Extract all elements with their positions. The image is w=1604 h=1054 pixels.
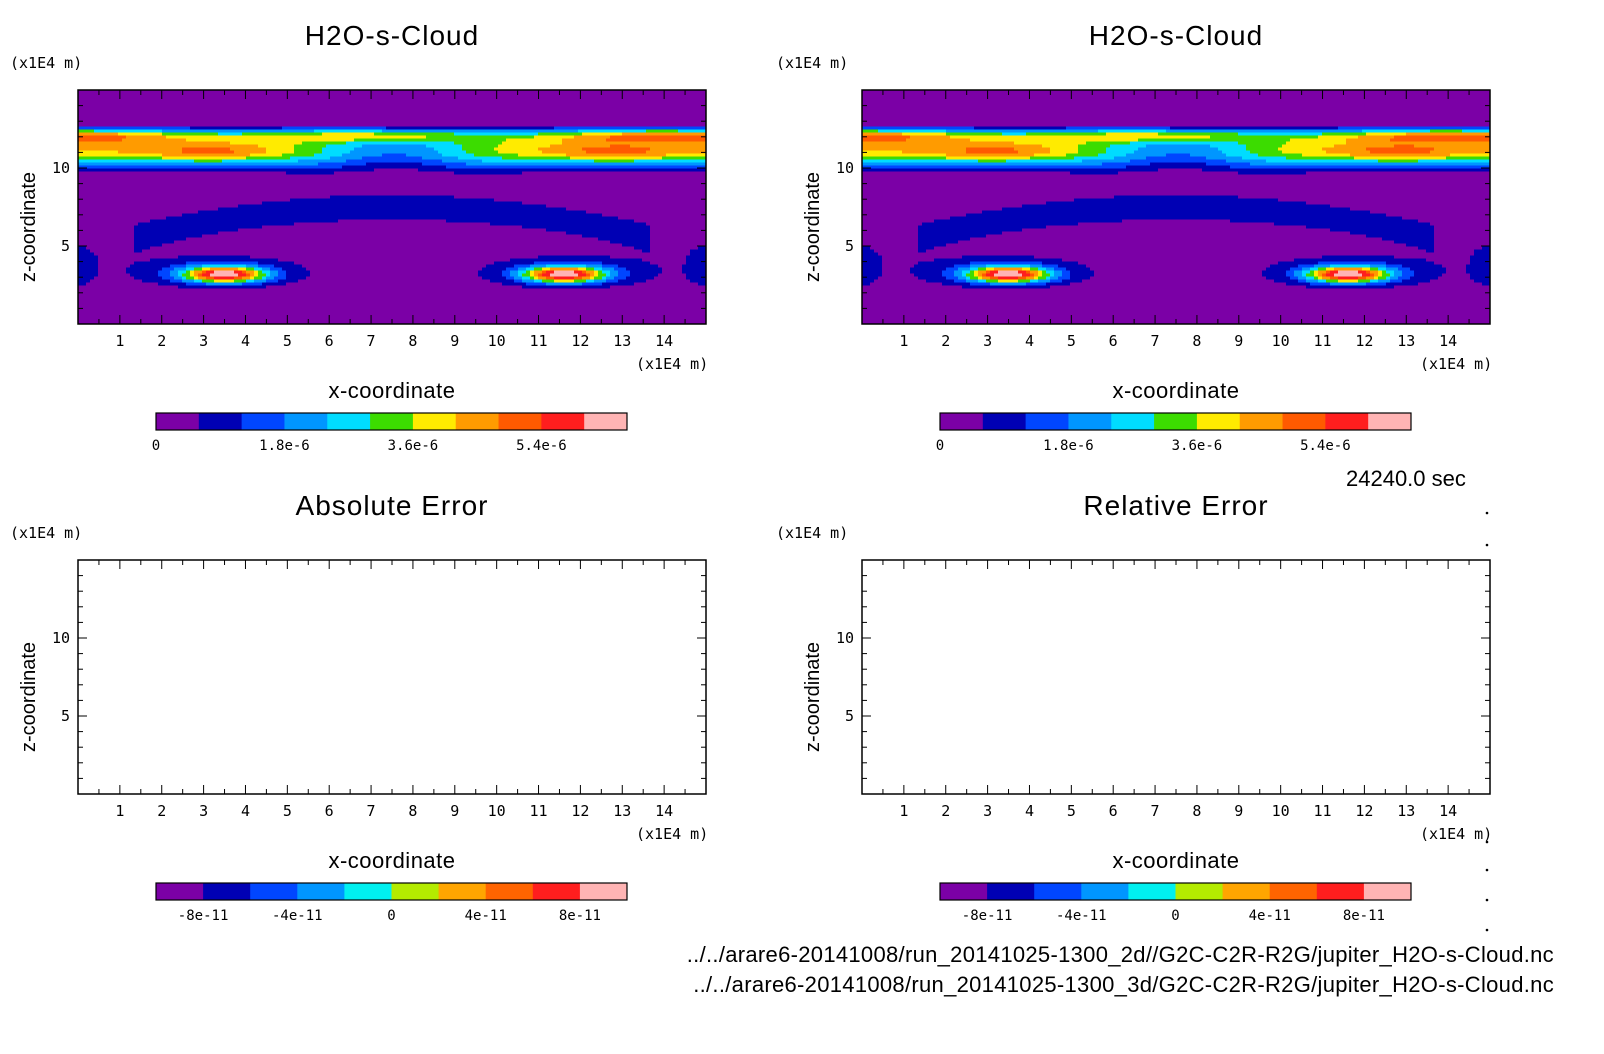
heatmap-cells [78, 90, 707, 325]
